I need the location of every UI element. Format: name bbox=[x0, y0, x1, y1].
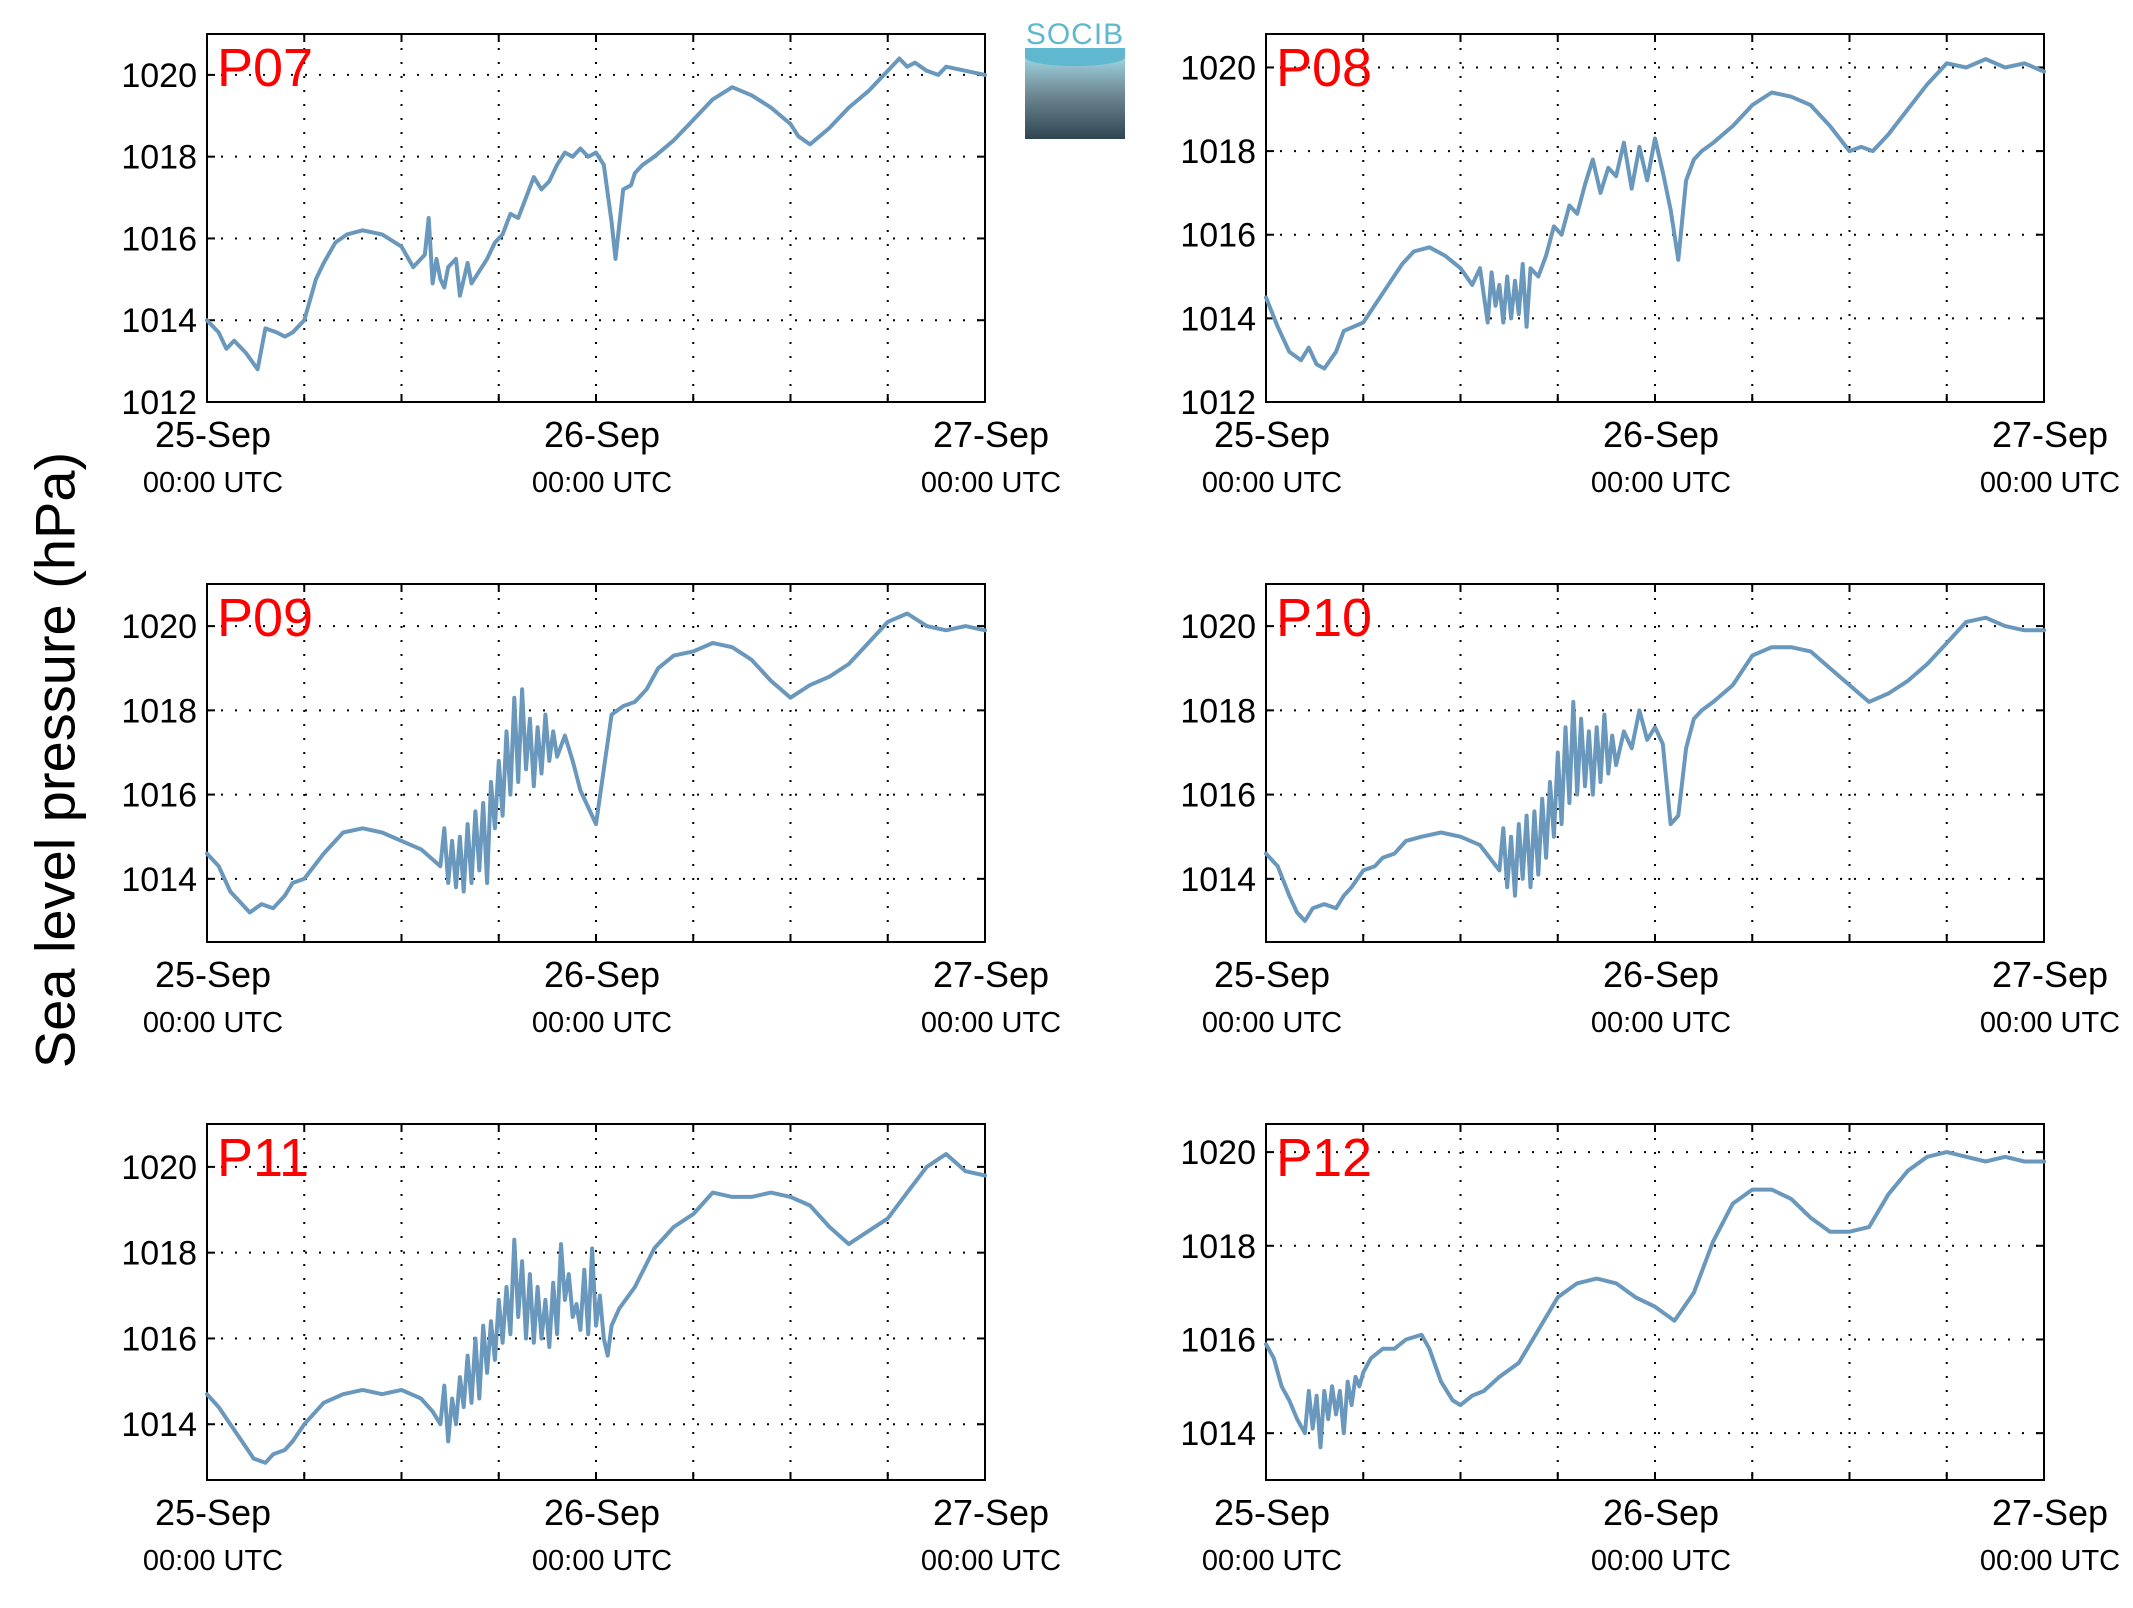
y-tick-label: 1016 bbox=[121, 220, 197, 258]
chart-panel-p10: 1014 1016 1018 1020 25-Sep 00:00 UTC 26-Sep 00:… bbox=[1180, 583, 2120, 1039]
chart-panel-p09: 1014 1016 1018 1020 25-Sep 00:00 UTC 26-Sep 00:… bbox=[121, 583, 1061, 1039]
y-tick-label: 1014 bbox=[121, 1406, 197, 1444]
logo-block bbox=[1025, 56, 1125, 139]
x-tick-label-date: 27-Sep bbox=[933, 414, 1049, 455]
x-tick-label-time: 00:00 UTC bbox=[1980, 1007, 2120, 1039]
y-tick-label: 1014 bbox=[121, 302, 197, 340]
y-tick-label: 1018 bbox=[121, 1235, 197, 1273]
y-tick-label: 1018 bbox=[121, 139, 197, 177]
y-tick-label: 1018 bbox=[1180, 133, 1256, 171]
x-tick-label-date: 25-Sep bbox=[1214, 1492, 1330, 1533]
chart-panel-p11: 1014 1016 1018 1020 25-Sep 00:00 UTC 26-Sep 00:… bbox=[121, 1123, 1061, 1577]
panel-label: P12 bbox=[1276, 1128, 1372, 1188]
x-tick-label-time: 00:00 UTC bbox=[532, 1545, 672, 1577]
panel-label: P09 bbox=[217, 588, 313, 648]
x-tick-label-date: 27-Sep bbox=[1992, 1492, 2108, 1533]
x-tick-label-date: 26-Sep bbox=[1603, 414, 1719, 455]
x-tick-label-date: 27-Sep bbox=[1992, 954, 2108, 995]
x-tick-label-date: 25-Sep bbox=[1214, 954, 1330, 995]
x-tick-label-time: 00:00 UTC bbox=[1980, 467, 2120, 499]
series-line bbox=[205, 611, 987, 915]
y-tick-label: 1020 bbox=[121, 608, 197, 646]
panel-label: P07 bbox=[217, 38, 313, 98]
x-tick-label-date: 26-Sep bbox=[544, 954, 660, 995]
y-tick-label: 1016 bbox=[1180, 217, 1256, 255]
series-line bbox=[1264, 615, 2046, 923]
x-tick-label-date: 27-Sep bbox=[933, 954, 1049, 995]
panel-label: P10 bbox=[1276, 588, 1372, 648]
y-tick-label: 1020 bbox=[121, 1149, 197, 1187]
series-line bbox=[205, 56, 987, 372]
x-tick-label-time: 00:00 UTC bbox=[532, 1007, 672, 1039]
y-tick-label: 1020 bbox=[121, 57, 197, 95]
x-tick-label-time: 00:00 UTC bbox=[1980, 1545, 2120, 1577]
x-tick-label-time: 00:00 UTC bbox=[1202, 1545, 1342, 1577]
y-tick-label: 1020 bbox=[1180, 49, 1256, 87]
y-tick-label: 1016 bbox=[121, 1320, 197, 1358]
x-tick-label-time: 00:00 UTC bbox=[143, 1545, 283, 1577]
y-tick-label: 1014 bbox=[1180, 300, 1256, 338]
x-tick-label-time: 00:00 UTC bbox=[1591, 467, 1731, 499]
x-tick-label-time: 00:00 UTC bbox=[921, 1007, 1061, 1039]
x-tick-label-date: 27-Sep bbox=[1992, 414, 2108, 455]
axes-frame bbox=[1265, 583, 2045, 943]
x-tick-label-time: 00:00 UTC bbox=[921, 1545, 1061, 1577]
x-tick-label-date: 26-Sep bbox=[1603, 1492, 1719, 1533]
y-tick-label: 1016 bbox=[1180, 777, 1256, 815]
y-axis-label: Sea level pressure (hPa) bbox=[23, 451, 87, 1069]
logo-wave-icon bbox=[1025, 48, 1125, 66]
y-tick-label: 1018 bbox=[121, 692, 197, 730]
chart-panel-p07: 1012 1014 1016 1018 1020 25-Sep 00:00 UTC 26-Se… bbox=[121, 33, 1061, 499]
series-line bbox=[205, 1152, 987, 1465]
series-line bbox=[1264, 1150, 2046, 1450]
x-tick-label-date: 27-Sep bbox=[933, 1492, 1049, 1533]
y-tick-label: 1018 bbox=[1180, 692, 1256, 730]
x-tick-label-time: 00:00 UTC bbox=[532, 467, 672, 499]
x-tick-label-date: 25-Sep bbox=[155, 1492, 271, 1533]
y-tick-label: 1014 bbox=[1180, 1415, 1256, 1453]
x-tick-label-time: 00:00 UTC bbox=[921, 467, 1061, 499]
y-tick-label: 1020 bbox=[1180, 608, 1256, 646]
x-tick-label-date: 26-Sep bbox=[544, 1492, 660, 1533]
y-tick-label: 1014 bbox=[121, 861, 197, 899]
x-tick-label-time: 00:00 UTC bbox=[1202, 1007, 1342, 1039]
panel-label: P11 bbox=[217, 1128, 309, 1188]
y-tick-label: 1012 bbox=[121, 384, 197, 422]
y-tick-label: 1020 bbox=[1180, 1134, 1256, 1172]
logo-text: SOCIB bbox=[1025, 18, 1125, 51]
axes-frame bbox=[1265, 1123, 2045, 1481]
socib-logo: SOCIB bbox=[1025, 18, 1125, 139]
x-tick-label-date: 25-Sep bbox=[1214, 414, 1330, 455]
x-tick-label-date: 25-Sep bbox=[155, 954, 271, 995]
x-tick-label-time: 00:00 UTC bbox=[143, 467, 283, 499]
panel-label: P08 bbox=[1276, 38, 1372, 98]
x-tick-label-time: 00:00 UTC bbox=[143, 1007, 283, 1039]
y-tick-label: 1014 bbox=[1180, 861, 1256, 899]
x-tick-label-time: 00:00 UTC bbox=[1202, 467, 1342, 499]
y-tick-label: 1018 bbox=[1180, 1228, 1256, 1266]
x-tick-label-date: 26-Sep bbox=[544, 414, 660, 455]
chart-panel-p12: 1014 1016 1018 1020 25-Sep 00:00 UTC 26-Sep 00:… bbox=[1180, 1123, 2120, 1577]
y-tick-label: 1016 bbox=[1180, 1321, 1256, 1359]
x-tick-label-time: 00:00 UTC bbox=[1591, 1007, 1731, 1039]
x-tick-label-date: 25-Sep bbox=[155, 414, 271, 455]
y-tick-label: 1012 bbox=[1180, 384, 1256, 422]
axes-frame bbox=[206, 583, 986, 943]
series-line bbox=[1264, 57, 2046, 371]
chart-panel-p08: 1012 1014 1016 1018 1020 25-Sep 00:00 UTC 26-Se… bbox=[1180, 33, 2120, 499]
x-tick-label-time: 00:00 UTC bbox=[1591, 1545, 1731, 1577]
x-tick-label-date: 26-Sep bbox=[1603, 954, 1719, 995]
y-tick-label: 1016 bbox=[121, 777, 197, 815]
